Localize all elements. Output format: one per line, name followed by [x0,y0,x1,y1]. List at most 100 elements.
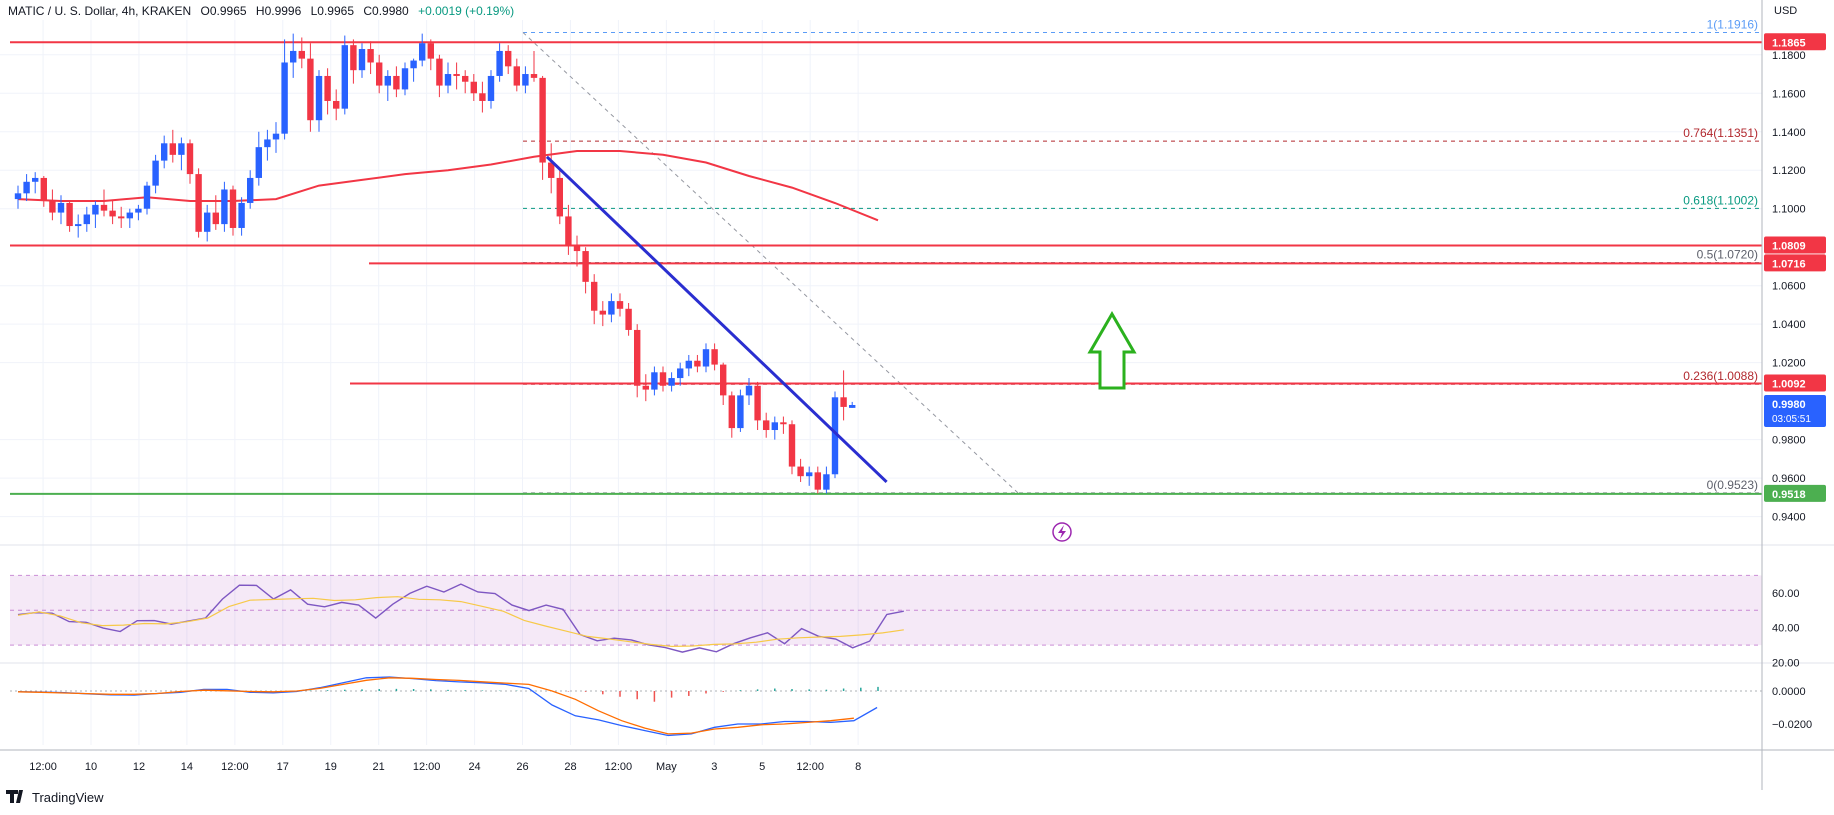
rsi-tick-label: 20.00 [1772,658,1800,670]
candle-body [444,74,452,86]
time-tick-label: 12 [133,761,145,773]
candle [462,70,469,94]
candle [75,214,82,238]
candle-body [462,75,469,82]
candle-body [548,162,555,178]
horizontal-levels[interactable] [10,41,1762,495]
price-level-tag-label: 1.0716 [1772,258,1806,270]
candle-body [616,301,624,309]
candle-body [831,397,839,475]
time-tick-label: 12:00 [605,761,633,773]
candle [410,58,417,82]
price-level-tag [1764,33,1826,51]
candle [57,195,65,225]
price-tick-label: 1.0400 [1772,319,1806,331]
candle [315,70,323,132]
candle-body [668,378,675,386]
candle-body [599,310,606,315]
candle-body [32,177,39,182]
candle [479,81,486,113]
price-tick-label: 1.1800 [1772,50,1806,62]
candle [83,206,90,232]
low-value: L0.9965 [311,4,355,18]
candle [229,185,237,236]
candle [298,37,305,69]
candle-body [677,368,684,379]
macd-signal-line [17,677,854,735]
candle-body [264,139,271,148]
candle-body [806,472,813,477]
candle [754,381,761,431]
candle-body [702,349,710,367]
rsi-signal-line [17,596,904,648]
change-value: +0.0019 (+0.19%) [418,4,514,18]
candle-body [255,147,262,178]
up-arrow-icon[interactable] [1087,311,1137,390]
price-tick-label: 1.0600 [1772,281,1806,293]
candle [487,70,495,109]
candle [135,204,142,221]
candle [186,139,194,184]
price-level-tag-label: 1.1865 [1772,37,1806,49]
price-tick-label: 0.9800 [1772,435,1806,447]
time-tick-label: 19 [325,761,337,773]
candle [780,416,787,434]
fibonacci-retracement[interactable]: 1(1.1916) 0.764(1.1351) 0.618(1.1002) 0.5(1… [522,17,1762,494]
candle-body [195,174,202,232]
tradingview-logo-icon [6,790,23,803]
candle-body [367,49,374,63]
candle-body [143,185,151,209]
time-tick-label: 17 [277,761,289,773]
candle-body [487,75,495,101]
candle [333,89,340,121]
candle-body [307,58,314,121]
candle-body [384,75,391,86]
candle [14,185,22,209]
candle [505,45,512,75]
candle [32,172,39,194]
candle-body [169,143,176,155]
candle [556,170,563,225]
candle-body [315,75,323,121]
time-tick-label: 5 [759,761,765,773]
symbol-title: MATIC / U. S. Dollar, 4h, KRAKEN [8,4,191,18]
open-value: O0.9965 [201,4,247,18]
rsi-tick-label: 60.00 [1772,588,1800,600]
price-level-tag [1764,236,1826,254]
candle-body [496,50,503,76]
candle-body [393,75,400,90]
candle [470,74,477,101]
candle [161,135,168,169]
candle [143,181,151,215]
candle [169,129,176,163]
candle [40,176,47,207]
price-level-tag-label: 0.9518 [1772,489,1806,501]
candle-body [634,329,641,386]
lightning-icon[interactable] [1052,522,1072,542]
candle-body [651,372,658,390]
trendlines[interactable] [545,155,888,484]
candle [272,122,280,153]
candle-body [556,177,563,217]
candle [522,66,529,94]
candle-body [14,193,22,200]
currency-label: USD [1774,5,1797,17]
rsi-line [17,583,904,653]
price-level-tag-label: 1.0809 [1772,240,1806,252]
price-tick-label: 1.1400 [1772,127,1806,139]
candle [745,378,753,405]
candle [840,370,847,421]
candle-body [333,100,340,109]
candle [599,301,606,327]
candle-body [161,143,168,161]
candle-body [341,45,348,109]
high-value: H0.9996 [256,4,302,18]
tradingview-logo[interactable]: TradingView [6,790,104,805]
candle-body [754,385,761,421]
candle [513,58,520,92]
candle-body [797,466,804,477]
candle [281,39,288,140]
candle-body [152,160,159,186]
